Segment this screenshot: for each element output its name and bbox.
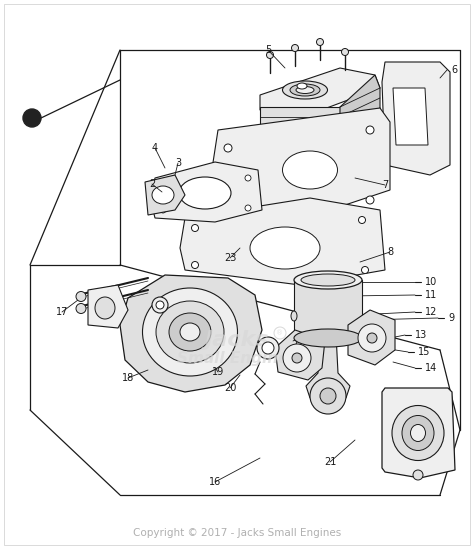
- Ellipse shape: [156, 301, 224, 363]
- Ellipse shape: [297, 83, 307, 89]
- Text: 21: 21: [324, 457, 336, 467]
- Text: 15: 15: [418, 347, 430, 357]
- Circle shape: [224, 144, 232, 152]
- Polygon shape: [260, 68, 380, 118]
- Circle shape: [245, 175, 251, 181]
- Circle shape: [23, 109, 41, 127]
- Circle shape: [292, 353, 302, 363]
- Text: 7: 7: [382, 180, 388, 190]
- Text: Small Engines: Small Engines: [177, 350, 297, 366]
- Text: ®: ®: [276, 330, 283, 336]
- Ellipse shape: [290, 84, 320, 96]
- Circle shape: [191, 261, 199, 268]
- Circle shape: [320, 388, 336, 404]
- Ellipse shape: [296, 87, 314, 93]
- Circle shape: [310, 378, 346, 414]
- Ellipse shape: [294, 271, 362, 289]
- Ellipse shape: [152, 297, 168, 313]
- Polygon shape: [382, 62, 450, 175]
- Circle shape: [245, 205, 251, 211]
- Text: 14: 14: [425, 363, 437, 373]
- Circle shape: [366, 126, 374, 134]
- Ellipse shape: [283, 81, 328, 99]
- Text: Jacks: Jacks: [205, 330, 269, 350]
- Text: Copyright © 2017 - Jacks Small Engines: Copyright © 2017 - Jacks Small Engines: [133, 528, 341, 538]
- Polygon shape: [382, 388, 455, 478]
- Text: 19: 19: [212, 367, 224, 377]
- Circle shape: [358, 216, 365, 223]
- Text: 5: 5: [265, 45, 271, 55]
- Ellipse shape: [410, 424, 426, 441]
- Text: 2: 2: [149, 179, 155, 189]
- Polygon shape: [120, 275, 262, 392]
- Circle shape: [266, 52, 273, 59]
- Ellipse shape: [262, 342, 274, 354]
- Ellipse shape: [169, 313, 211, 351]
- Polygon shape: [208, 108, 390, 220]
- Text: 10: 10: [425, 277, 437, 287]
- Polygon shape: [348, 310, 395, 365]
- Circle shape: [367, 333, 377, 343]
- Text: 6: 6: [451, 65, 457, 75]
- Ellipse shape: [179, 177, 231, 209]
- Polygon shape: [340, 75, 380, 195]
- Ellipse shape: [294, 329, 362, 347]
- Text: 4: 4: [152, 143, 158, 153]
- Circle shape: [76, 304, 86, 313]
- Ellipse shape: [283, 151, 337, 189]
- Polygon shape: [145, 175, 185, 215]
- Ellipse shape: [143, 288, 237, 376]
- Polygon shape: [180, 198, 385, 285]
- Ellipse shape: [257, 337, 279, 359]
- Ellipse shape: [392, 406, 444, 461]
- Circle shape: [191, 225, 199, 232]
- Text: 12: 12: [425, 307, 438, 317]
- Ellipse shape: [95, 297, 115, 319]
- Text: 20: 20: [224, 383, 236, 393]
- Text: 8: 8: [387, 247, 393, 257]
- Text: 13: 13: [415, 330, 427, 340]
- Text: 11: 11: [425, 290, 437, 300]
- Ellipse shape: [250, 227, 320, 269]
- Text: 23: 23: [224, 253, 236, 263]
- Ellipse shape: [152, 186, 174, 204]
- Ellipse shape: [180, 323, 200, 341]
- Ellipse shape: [301, 274, 355, 286]
- Circle shape: [362, 266, 368, 273]
- Polygon shape: [260, 107, 340, 195]
- Polygon shape: [150, 162, 262, 222]
- Polygon shape: [88, 285, 128, 328]
- Text: 9: 9: [448, 313, 454, 323]
- Ellipse shape: [402, 416, 434, 451]
- Polygon shape: [306, 334, 350, 398]
- Polygon shape: [294, 280, 362, 338]
- Circle shape: [358, 324, 386, 352]
- Circle shape: [160, 207, 166, 213]
- Circle shape: [76, 292, 86, 301]
- Text: 22: 22: [292, 340, 304, 350]
- Circle shape: [317, 38, 323, 46]
- Text: 18: 18: [122, 373, 134, 383]
- Ellipse shape: [291, 311, 297, 321]
- Text: 16: 16: [209, 477, 221, 487]
- Circle shape: [292, 44, 299, 52]
- Polygon shape: [393, 88, 428, 145]
- Polygon shape: [275, 330, 325, 380]
- Circle shape: [341, 48, 348, 55]
- Circle shape: [224, 201, 232, 209]
- Circle shape: [160, 183, 166, 189]
- Circle shape: [283, 344, 311, 372]
- Circle shape: [366, 196, 374, 204]
- Text: 1: 1: [28, 113, 36, 123]
- Circle shape: [413, 470, 423, 480]
- Ellipse shape: [156, 301, 164, 309]
- Text: 17: 17: [56, 307, 68, 317]
- Text: 3: 3: [175, 158, 181, 168]
